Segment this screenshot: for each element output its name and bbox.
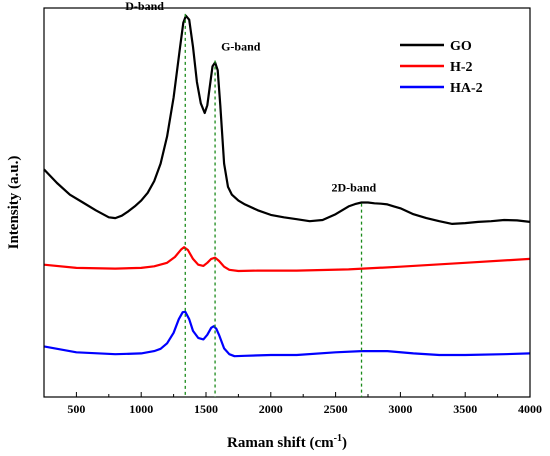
series-line-ha-2 (43, 310, 531, 358)
x-tick-label: 4000 (518, 402, 542, 416)
legend-label: GO (450, 39, 472, 54)
x-axis-title: Raman shift (cm-1) (227, 433, 347, 451)
x-tick-label: 2000 (259, 402, 283, 416)
x-tick-label: 500 (67, 402, 85, 416)
chart-marks (43, 14, 531, 358)
x-tick-label: 3500 (453, 402, 477, 416)
x-tick-label: 1000 (129, 402, 153, 416)
band-label: 2D-band (332, 181, 377, 195)
series-line-h-2 (43, 246, 531, 273)
legend-label: HA-2 (450, 81, 483, 96)
y-axis-title: Intensity (a.u.) (6, 156, 22, 250)
x-axis-title-close: ) (342, 435, 347, 451)
legend-label: H-2 (450, 60, 473, 75)
x-tick-label: 3000 (388, 402, 412, 416)
band-label: D-band (125, 0, 164, 13)
x-tick-label: 2500 (324, 402, 348, 416)
x-tick-label: 1500 (194, 402, 218, 416)
band-label: G-band (221, 40, 261, 54)
x-axis-title-superscript: -1 (334, 433, 342, 444)
band-annotations: D-band G-band 2D-band (125, 0, 377, 397)
series-line-go (43, 14, 531, 225)
x-axis-ticks: 500 1000 1500 2000 2500 3000 3500 4000 (43, 392, 542, 416)
legend: GO H-2 HA-2 (400, 39, 483, 96)
x-axis-title-main: Raman shift (cm (227, 435, 334, 451)
plot-frame (43, 7, 531, 398)
